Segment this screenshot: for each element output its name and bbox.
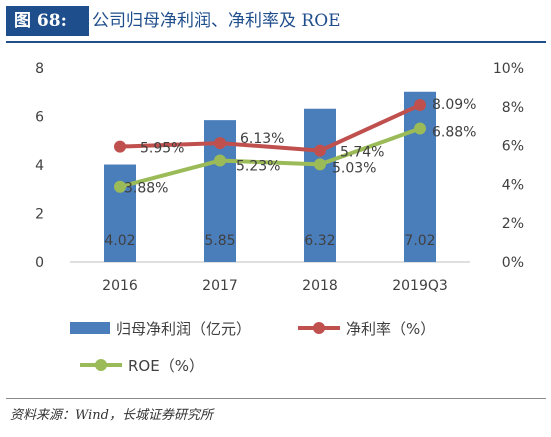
line-value-label: 5.74% — [340, 145, 384, 161]
series-point — [114, 180, 126, 193]
chart: 0 2 4 6 8 0% 2% 4% 6% 8% 10% 4.02 5.85 6.32 7.02 5.95% 6… — [35, 61, 524, 375]
header-rule — [6, 41, 546, 43]
series-point — [214, 137, 226, 150]
bar — [404, 91, 436, 262]
line-value-label: 5.23% — [236, 159, 280, 175]
legend-swatch-bar — [70, 322, 110, 334]
series-line — [119, 103, 421, 153]
legend-swatch-marker — [313, 322, 325, 334]
y-right-tick-label: 6% — [502, 139, 524, 155]
legend-label: 归母净利润（亿元） — [116, 320, 251, 338]
x-tick-label: 2017 — [202, 278, 238, 294]
line-value-label: 8.09% — [432, 97, 476, 113]
y-right-tick-label: 2% — [502, 216, 524, 232]
source-divider — [6, 398, 546, 399]
bar — [304, 108, 336, 263]
legend-label: ROE（%） — [128, 357, 204, 375]
x-tick-label: 2016 — [102, 278, 138, 294]
y-left-tick-label: 0 — [35, 255, 44, 271]
source-note: 资料来源：Wind，长城证券研究所 — [10, 408, 213, 423]
line-value-label: 6.13% — [240, 131, 284, 147]
figure-header: 图 68: 公司归母净利润、净利率及 ROE — [6, 6, 546, 43]
y-right-tick-label: 4% — [502, 177, 524, 193]
bar-value-label: 5.85 — [204, 233, 235, 249]
y-left-tick-label: 6 — [35, 110, 44, 126]
line-value-label: 3.88% — [124, 181, 168, 197]
series-point — [414, 99, 426, 112]
series-point — [414, 122, 426, 135]
legend-label: 净利率（%） — [346, 320, 435, 338]
series-point — [214, 154, 226, 167]
bar-value-label: 7.02 — [404, 233, 435, 249]
y-right-tick-label: 10% — [493, 61, 524, 77]
line-value-label: 6.88% — [432, 125, 476, 141]
series-line — [119, 126, 421, 189]
y-left-tick-label: 8 — [35, 61, 44, 77]
y-left-tick-label: 4 — [35, 158, 44, 174]
series-point — [314, 144, 326, 157]
x-tick-label: 2018 — [302, 278, 338, 294]
series-point — [314, 158, 326, 171]
y-left-tick-label: 2 — [35, 207, 44, 223]
figure-number: 图 68: — [6, 6, 89, 36]
bar-value-label: 6.32 — [304, 233, 335, 249]
figure-title: 公司归母净利润、净利率及 ROE — [92, 11, 341, 31]
y-right-tick-label: 8% — [502, 100, 524, 116]
bar-value-label: 4.02 — [104, 233, 135, 249]
series-point — [114, 140, 126, 153]
y-right-tick-label: 0% — [502, 255, 524, 271]
line-value-label: 5.03% — [332, 160, 376, 176]
line-value-label: 5.95% — [140, 141, 184, 157]
legend-swatch-marker — [95, 359, 107, 371]
x-tick-label: 2019Q3 — [392, 278, 448, 294]
